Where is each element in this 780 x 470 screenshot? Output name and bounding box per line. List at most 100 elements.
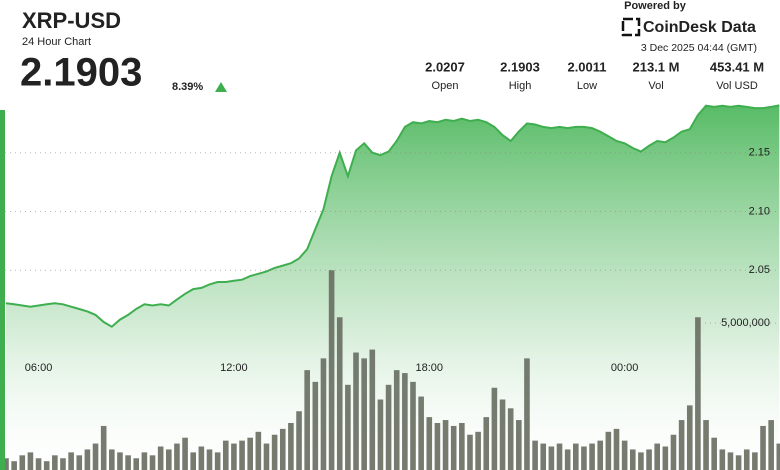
volume-bar [125, 455, 131, 470]
y-tick-label: 2.10 [749, 205, 770, 217]
volume-bar [345, 384, 351, 470]
volume-bar [743, 449, 750, 470]
volume-bar [11, 461, 17, 470]
volume-bar [214, 452, 221, 470]
volume-bar [3, 458, 9, 470]
volume-bar [141, 452, 148, 470]
volume-bar [686, 405, 693, 470]
volume-bar [410, 381, 416, 470]
volume-bar [581, 446, 587, 470]
stat-value: 2.1903 [500, 59, 540, 74]
y2-tick-label: 5,000,000 [721, 317, 770, 329]
volume-bar [532, 440, 538, 470]
volume-bar [239, 440, 245, 470]
volume-bar [589, 443, 595, 470]
volume-bar [43, 461, 50, 470]
volume-bar [304, 370, 310, 470]
volume-bar [613, 428, 620, 470]
volume-bar [491, 387, 498, 470]
volume-bar [369, 349, 376, 470]
volume-bar [752, 452, 758, 470]
volume-bar [222, 440, 229, 470]
volume-bar [320, 358, 327, 470]
volume-bar [524, 358, 530, 470]
volume-bar [353, 352, 359, 470]
volume-bar [279, 428, 286, 470]
stat-value: 2.0011 [567, 59, 606, 74]
volume-bar [19, 455, 26, 470]
volume-bar [597, 440, 604, 470]
volume-bar [760, 425, 766, 470]
volume-bar [157, 446, 164, 470]
volume-bar [629, 449, 636, 470]
price-line [5, 104, 780, 328]
volume-bar [166, 449, 172, 470]
volume-bar [516, 420, 522, 470]
volume-bar [499, 399, 506, 470]
stat-label: High [509, 80, 532, 92]
volume-bar [35, 458, 42, 470]
volume-bar [336, 317, 343, 470]
volume-bar [695, 317, 701, 470]
volume-bar [670, 434, 677, 470]
volume-bar [109, 449, 115, 470]
change: 8.39% [172, 81, 203, 93]
volume-bar [638, 452, 644, 470]
volume-bar [27, 452, 34, 470]
x-tick-label: 12:00 [220, 362, 248, 374]
left-accent [0, 110, 5, 470]
volume-bar [385, 384, 392, 470]
volume-bar [68, 452, 74, 470]
volume-bar [393, 370, 400, 470]
brand: CoinDesk Data [643, 19, 756, 36]
volume-bar [564, 449, 571, 470]
stat-label: Vol [648, 80, 663, 92]
volume-bar [776, 443, 780, 470]
volume-bar [548, 446, 555, 470]
volume-bar [573, 443, 579, 470]
volume-bar [231, 443, 237, 470]
volume-bar [402, 373, 408, 470]
volume-bar [483, 417, 490, 470]
volume-bar [206, 449, 213, 470]
volume-bar [92, 443, 99, 470]
volume-bar [703, 420, 709, 470]
volume-bar [662, 446, 669, 470]
volume-bar [426, 417, 433, 470]
stat-label: Vol USD [716, 80, 758, 92]
stat-value: 453.41 M [710, 59, 764, 74]
volume-bar [540, 443, 547, 470]
volume-bar [117, 452, 123, 470]
volume-bar [76, 455, 83, 470]
volume-bar [418, 396, 424, 470]
stat-label: Open [432, 80, 459, 92]
volume-bar [475, 431, 481, 470]
volume-bar [60, 458, 66, 470]
volume-bar [442, 420, 449, 470]
volume-bar [377, 399, 384, 470]
volume-bar [459, 423, 465, 470]
volume-bar [556, 443, 563, 470]
volume-bar [190, 452, 197, 470]
brand-logo [621, 17, 641, 37]
up-arrow [215, 82, 227, 92]
volume-bar [84, 449, 91, 470]
volume-bar [328, 270, 335, 470]
volume-bar [711, 437, 717, 470]
volume-bar [198, 446, 205, 470]
title: XRP-USD [22, 8, 121, 33]
volume-bar [719, 449, 726, 470]
x-tick-label: 18:00 [416, 362, 444, 374]
subtitle: 24 Hour Chart [22, 36, 91, 48]
volume-bar [434, 423, 441, 470]
volume-bar [735, 455, 742, 470]
plot-area: 2.05 2.10 2.15 5,000,000 06:00 12:00 18:00 00:0… [0, 104, 780, 470]
y-tick-label: 2.15 [749, 147, 770, 159]
volume-bar [312, 381, 319, 470]
x-tick-label: 00:00 [611, 362, 639, 374]
volume-bar [296, 411, 302, 470]
volume-bar [174, 443, 180, 470]
stat-value: 2.0207 [425, 59, 465, 74]
x-tick-label: 06:00 [25, 362, 53, 374]
